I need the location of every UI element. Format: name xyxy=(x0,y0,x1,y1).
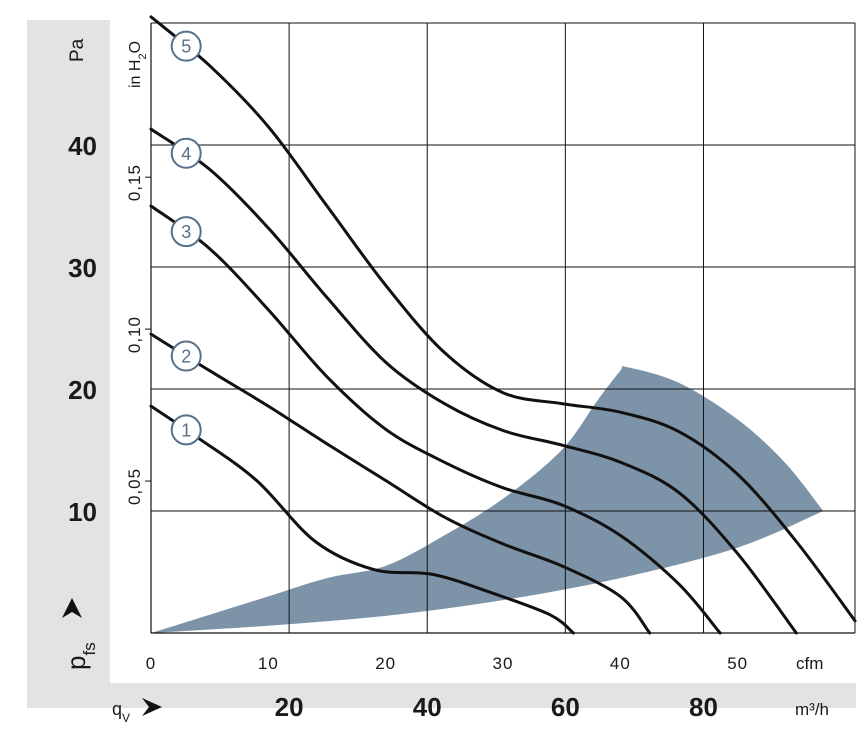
x-tick-label-cfm: 40 xyxy=(610,654,631,673)
x-tick-label-cfm: 30 xyxy=(493,654,514,673)
x-axis-unit-m3h: m³/h xyxy=(795,700,829,719)
y-tick-label-inh2o: 0,15 xyxy=(125,164,144,201)
x-tick-label-cfm: 0 xyxy=(146,654,156,673)
curve-marker-circle xyxy=(170,137,202,169)
curve-2 xyxy=(149,332,652,635)
y-tick-label-pa: 30 xyxy=(68,253,97,283)
curve-marker-5: 5 xyxy=(170,30,202,62)
y-tick-label-pa: 20 xyxy=(68,375,97,405)
x-tick-label-cfm: 10 xyxy=(258,654,279,673)
operating-region xyxy=(151,365,824,633)
x-tick-label-cfm: 50 xyxy=(727,654,748,673)
x-axis-unit-cfm: cfm xyxy=(796,654,823,673)
x-tick-label-m3h: 40 xyxy=(413,692,442,722)
grid-layer xyxy=(145,22,856,634)
y-tick-label-inh2o: 0,05 xyxy=(125,468,144,505)
x-tick-label-m3h: 20 xyxy=(275,692,304,722)
curve-marker-label: 2 xyxy=(181,347,191,367)
curve-marker-4: 4 xyxy=(170,137,202,169)
curve-marker-circle xyxy=(170,414,202,446)
curve-marker-label: 4 xyxy=(181,144,191,164)
y-axis-unit-pa: Pa xyxy=(67,38,88,62)
curve-marker-2: 2 xyxy=(170,340,202,372)
bottom-axis-band xyxy=(27,683,856,708)
x-tick-label-m3h: 60 xyxy=(551,692,580,722)
curve-marker-1: 1 xyxy=(170,414,202,446)
curve-marker-layer: 1 2 3 4 5 xyxy=(170,30,202,446)
curve-marker-circle xyxy=(170,340,202,372)
curve-layer xyxy=(149,15,857,635)
curve-marker-label: 1 xyxy=(181,420,191,440)
curve-marker-3: 3 xyxy=(170,216,202,248)
operating-region-layer xyxy=(151,365,824,633)
x-axis-arrow-icon xyxy=(142,698,162,716)
curve-3 xyxy=(149,204,722,635)
curve-1 xyxy=(149,404,575,635)
curve-marker-circle xyxy=(170,216,202,248)
x-tick-label-m3h: 80 xyxy=(689,692,718,722)
y-tick-label-pa: 10 xyxy=(68,497,97,527)
x-tick-label-cfm: 20 xyxy=(375,654,396,673)
y-axis-arrow-icon xyxy=(62,598,82,618)
tick-label-layer: 10 20 30 40 0,05 0,10 0,15 0 10 20 30 40 50 20 40 60 80 xyxy=(68,131,748,722)
curve-4 xyxy=(149,127,798,635)
y-axis-unit-inh2o: in H2O xyxy=(127,41,149,88)
curve-marker-circle xyxy=(170,30,202,62)
curve-marker-label: 5 xyxy=(181,37,191,57)
y-tick-label-inh2o: 0,10 xyxy=(125,316,144,353)
curve-marker-label: 3 xyxy=(181,222,191,242)
y-tick-label-pa: 40 xyxy=(68,131,97,161)
curve-5 xyxy=(149,15,857,623)
left-axis-band xyxy=(27,20,110,708)
